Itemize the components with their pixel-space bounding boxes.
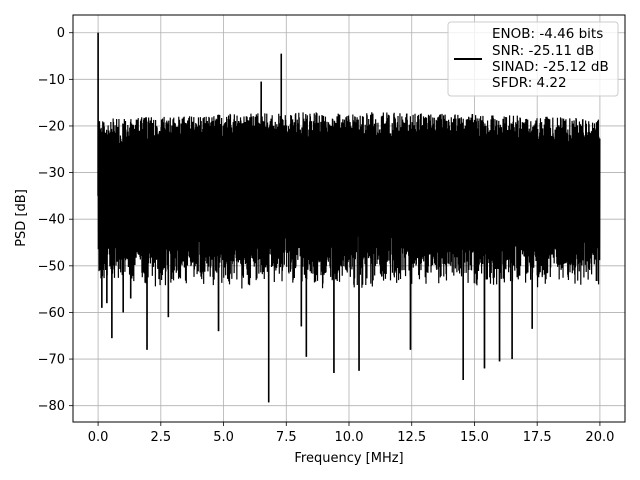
y-tick-label: −50	[38, 259, 65, 274]
x-tick-label: 0.0	[88, 430, 109, 445]
y-tick-label: −40	[38, 213, 65, 228]
x-tick-label: 5.0	[213, 430, 234, 445]
x-tick-label: 10.0	[335, 430, 364, 445]
y-tick-label: −30	[38, 166, 65, 181]
y-tick-label: −10	[38, 73, 65, 88]
legend-entry-snr: SNR: -25.11 dB	[492, 43, 594, 59]
x-tick-label: 20.0	[585, 430, 614, 445]
series-psd	[97, 32, 601, 403]
plot-area	[97, 32, 601, 403]
legend-entry-enob: ENOB: -4.46 bits	[492, 26, 603, 42]
legend-entry-sfdr: SFDR: 4.22	[492, 75, 567, 91]
x-tick-label: 17.5	[523, 430, 552, 445]
y-tick-label: −20	[38, 119, 65, 134]
y-tick-label: 0	[57, 26, 65, 41]
x-tick-label: 7.5	[276, 430, 297, 445]
y-tick-label: −70	[38, 353, 65, 368]
psd-trace	[97, 32, 601, 403]
x-axis-label: Frequency [MHz]	[294, 451, 403, 466]
x-tick-label: 12.5	[397, 430, 426, 445]
y-axis: 0 −10 −20 −30 −40 −50 −60 −70 −80	[38, 26, 73, 414]
x-tick-label: 2.5	[150, 430, 171, 445]
y-tick-label: −60	[38, 306, 65, 321]
x-tick-label: 15.0	[460, 430, 489, 445]
x-axis: 0.0 2.5 5.0 7.5 10.0 12.5 15.0 17.5 20.0	[88, 422, 614, 445]
legend: ENOB: -4.46 bits SNR: -25.11 dB SINAD: -…	[447, 21, 619, 97]
legend-box	[447, 21, 619, 97]
y-tick-label: −80	[38, 399, 65, 414]
legend-entry-sinad: SINAD: -25.12 dB	[492, 59, 609, 75]
y-axis-label: PSD [dB]	[14, 189, 29, 247]
